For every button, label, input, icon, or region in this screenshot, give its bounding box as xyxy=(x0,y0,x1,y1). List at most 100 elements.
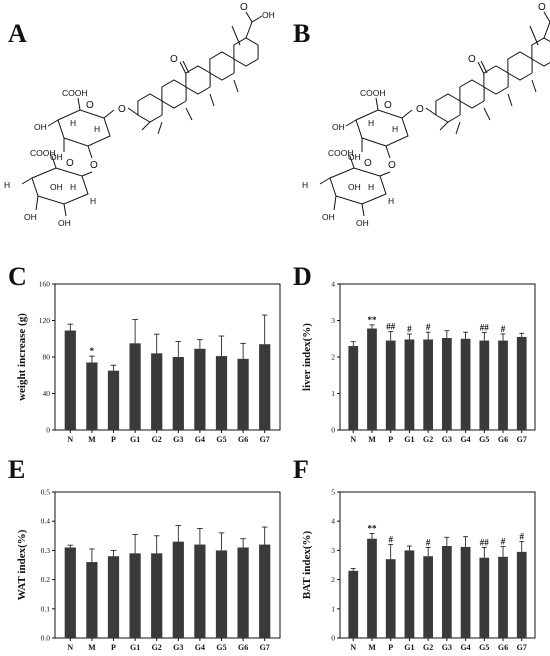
bar-n xyxy=(64,330,76,430)
x-tick-label: G5 xyxy=(479,435,489,444)
y-tick-label: 40 xyxy=(43,389,51,398)
y-tick-label: 3 xyxy=(331,546,335,555)
hydroxyl-label: OH xyxy=(34,122,47,132)
hydrogen-label: H xyxy=(368,182,374,192)
x-tick-label: G4 xyxy=(195,435,205,444)
x-tick-label: G6 xyxy=(498,643,508,652)
significance-mark: ## xyxy=(386,321,396,331)
bar-g6 xyxy=(498,556,508,638)
significance-mark: * xyxy=(90,346,95,356)
oxygen-label: O xyxy=(240,2,248,13)
y-axis-label: weight increase (g) xyxy=(16,313,28,401)
panel-letter-c: C xyxy=(8,262,27,291)
glycosidic-oxygen: O xyxy=(416,104,424,115)
bar-n xyxy=(64,547,76,638)
x-tick-label: G7 xyxy=(517,643,527,652)
x-tick-label: G2 xyxy=(152,643,162,652)
bar-g4 xyxy=(460,338,471,430)
hydrogen-label: H xyxy=(70,118,76,128)
panel-letter-b: B xyxy=(293,19,310,48)
x-tick-label: G4 xyxy=(195,643,205,652)
x-tick-label: G7 xyxy=(517,435,527,444)
y-tick-label: 4 xyxy=(331,280,335,289)
hydrogen-label: H xyxy=(94,124,100,134)
hydrogen-label: H xyxy=(4,180,10,190)
hydrogen-label: H xyxy=(70,182,76,192)
bar-g7 xyxy=(259,344,271,430)
bar-p xyxy=(385,340,396,430)
ketone-oxygen: O xyxy=(170,54,178,65)
y-tick-label: 120 xyxy=(39,316,51,325)
x-tick-label: G5 xyxy=(216,435,226,444)
panel-letter-d: D xyxy=(293,262,312,291)
bar-g6 xyxy=(237,547,249,638)
bar-g4 xyxy=(194,348,206,430)
bar-m xyxy=(367,538,377,638)
x-tick-label: G7 xyxy=(260,643,270,652)
bar-m xyxy=(86,562,98,638)
significance-mark: # xyxy=(519,532,524,542)
plot-frame xyxy=(54,491,281,639)
y-tick-label: 0.0 xyxy=(41,634,51,643)
x-tick-label: G1 xyxy=(404,643,414,652)
ring-oxygen: O xyxy=(384,100,392,111)
x-tick-label: G3 xyxy=(442,643,452,652)
y-tick-label: 3 xyxy=(331,316,335,325)
chart-wat-index: 0.0 0.1 0.2 0.3 0.4 0.5 WAT index(%) N M P G1 G2 G3 G… xyxy=(16,488,281,652)
bar-m xyxy=(86,362,98,430)
y-tick-label: 0.2 xyxy=(41,575,51,584)
y-tick-label: 160 xyxy=(39,280,51,289)
y-tick-label: 1 xyxy=(331,604,335,613)
bar-g5 xyxy=(479,340,490,430)
x-tick-label: G4 xyxy=(460,643,470,652)
significance-mark: ## xyxy=(480,537,490,547)
x-tick-label: G7 xyxy=(260,435,270,444)
x-tick-label: P xyxy=(388,435,393,444)
carboxyl-label: COOH xyxy=(30,148,56,158)
x-tick-label: N xyxy=(67,643,73,652)
hydrogen-label: H xyxy=(368,118,374,128)
y-tick-label: 2 xyxy=(331,575,335,584)
x-tick-label: M xyxy=(88,643,96,652)
x-tick-label: G6 xyxy=(238,643,248,652)
y-tick-label: 4 xyxy=(331,517,335,526)
x-tick-label: M xyxy=(368,643,376,652)
y-tick-label: 2 xyxy=(331,353,335,362)
significance-mark: ** xyxy=(367,523,377,533)
y-tick-label: 0.3 xyxy=(41,546,51,555)
x-tick-label: G3 xyxy=(442,435,452,444)
hydroxyl-label: OH xyxy=(356,218,369,228)
hydroxyl-label: OH xyxy=(24,212,37,222)
x-tick-label: G1 xyxy=(130,435,140,444)
y-tick-label: 0.4 xyxy=(41,517,51,526)
x-tick-label: G3 xyxy=(173,643,183,652)
significance-mark: ** xyxy=(367,315,377,325)
oxygen-label: O xyxy=(538,2,546,13)
bar-g5 xyxy=(479,557,490,638)
hydroxyl-label: OH xyxy=(50,182,63,192)
bar-n xyxy=(348,346,359,430)
y-tick-label: 0 xyxy=(331,426,335,435)
hydroxyl-label: OH xyxy=(348,152,361,162)
x-tick-label: P xyxy=(111,643,116,652)
carboxyl-label: COOH xyxy=(62,88,88,98)
ring-oxygen: O xyxy=(364,158,372,169)
x-tick-label: G5 xyxy=(479,643,489,652)
x-tick-label: G6 xyxy=(498,435,508,444)
bar-g3 xyxy=(172,357,184,430)
hydroxyl-label: OH xyxy=(332,122,345,132)
y-tick-label: 0 xyxy=(331,634,335,643)
linking-oxygen: O xyxy=(388,160,396,171)
ring-oxygen: O xyxy=(86,100,94,111)
bar-g3 xyxy=(441,338,452,430)
significance-mark: # xyxy=(426,322,431,332)
bar-g1 xyxy=(404,550,415,638)
x-tick-label: N xyxy=(350,435,356,444)
panel-letter-f: F xyxy=(293,455,309,484)
y-tick-label: 80 xyxy=(43,353,51,362)
bar-g7 xyxy=(259,544,271,638)
bar-g6 xyxy=(237,358,249,430)
